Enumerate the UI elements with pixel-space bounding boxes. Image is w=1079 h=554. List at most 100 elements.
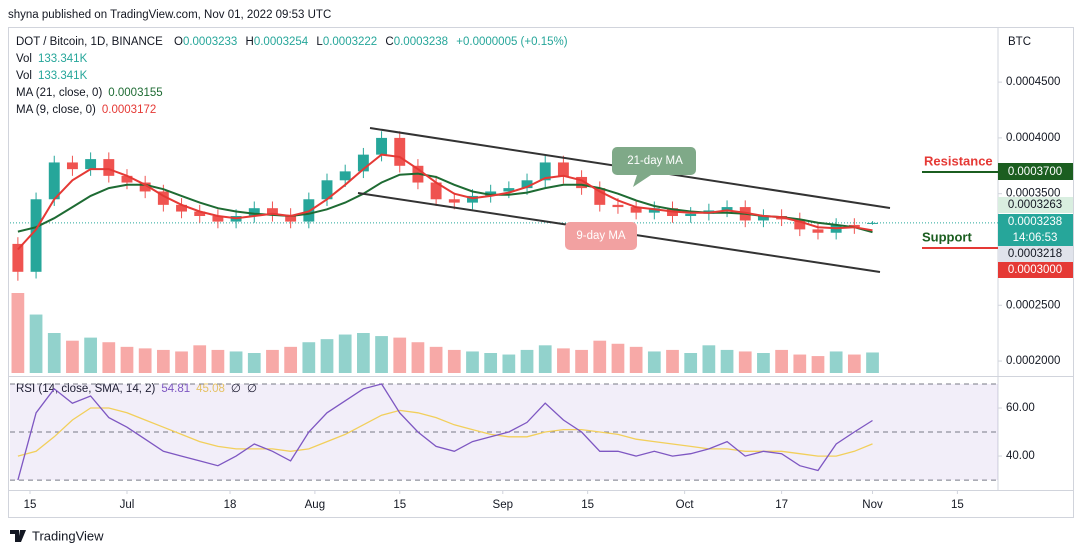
volume-value: 133.341K [38,53,88,65]
volume-bar [575,349,588,373]
x-tick-label: 15 [951,499,964,511]
ohlc-label: H [246,36,254,48]
ma-value: 0.0003155 [108,87,162,99]
resistance-label: Resistance [924,153,993,168]
volume-bar [847,354,861,373]
price-label: 0.0003000 [1008,264,1062,276]
volume-bar [247,353,261,373]
volume-bar [302,342,316,373]
candle-body [48,162,60,200]
currency: BTC [1008,36,1031,48]
volume-bar [629,346,643,373]
legend-line: Vol 133.341K [16,53,88,65]
rsi-sma-line [17,407,873,457]
x-tick-label: 15 [581,499,594,511]
rsi-extra: ∅ [247,383,257,395]
candle-body [721,207,733,211]
legend-line: DOT / Bitcoin, 1D, BINANCE O0.0003233 H0… [16,36,568,48]
price-box [998,214,1073,246]
volume-bar [702,345,716,373]
x-tick-label: Jul [120,499,135,511]
price-box [998,197,1073,213]
frame [8,27,1074,518]
volume-bar [611,343,625,373]
volume-bar [66,340,79,373]
volume-bar [411,342,425,373]
candle-body [248,208,260,217]
candle-body [376,137,388,155]
volume-bar [84,337,97,373]
axis-labels: 0.0002000 0.0002500 0.0003500 0.0004000 0.00… [24,76,1073,511]
legend-line: Vol 133.341K [16,70,88,82]
ohlc-value: 0.0003222 [323,36,377,48]
x-tick-label: 18 [224,499,237,511]
ma-line [17,172,873,234]
candle-body [848,224,860,228]
legend: DOT / Bitcoin, 1D, BINANCE O0.0003233 H0… [16,36,568,395]
volume-bar [447,349,461,373]
rsi-sma-value: 45.08 [196,383,225,395]
rsi-name: RSI (14, close, SMA, 14, 2) [16,383,156,395]
logo [10,530,26,542]
candle-body [812,229,824,233]
volume-bar [647,351,661,373]
candle-body [176,204,187,212]
volume-bar [775,349,788,373]
ohlc-value: 0.0003233 [183,36,237,48]
candle-body [121,175,133,183]
volume-bar [557,348,570,373]
volume-bar [429,346,443,373]
countdown: 14:06:53 [1013,232,1058,244]
volume-bar [193,345,207,373]
candle-body [794,219,806,230]
candle-body [157,191,169,205]
x-tick-label: Nov [862,499,883,511]
candle-body [576,176,588,189]
rsi-value: 54.81 [161,383,190,395]
price-box [998,262,1073,278]
candle-body [357,154,369,172]
legend-line: MA (9, close, 0) 0.0003172 [16,104,156,116]
resistance-price: 0.0003700 [1008,166,1062,178]
legend-line: RSI (14, close, SMA, 14, 2) 54.81 45.08 ∅ ∅ [16,383,257,395]
price-box [998,163,1073,180]
volume-bar [120,346,134,373]
volume-bar [338,334,352,373]
price-box [998,246,1073,262]
volume-bar [393,337,407,373]
plot [10,131,998,481]
volume-bar [502,354,516,373]
footer: TradingView [10,528,104,543]
rsi-line [17,383,873,481]
candle-body [685,213,697,217]
x-tick-label: Sep [493,499,513,511]
candle-body [448,199,460,203]
candle-body [557,162,569,177]
x-tick-label: 17 [775,499,788,511]
ohlc-label: O [174,36,183,48]
ohlc-value: 0.0003254 [254,36,309,48]
price-label: 0.0003238 [1008,216,1062,228]
candle-body [267,208,278,215]
volume-bar [520,349,534,373]
candle-body [139,182,151,192]
candle-body [503,188,515,192]
candle-body [485,191,497,196]
candle-body [285,214,297,222]
ma-line [17,153,873,251]
volume-bar [375,336,388,373]
symbol: DOT / Bitcoin, 1D, BINANCE [16,36,163,48]
callout [612,147,696,187]
y-tick-label: 0.0002000 [1006,355,1060,367]
volume-bar [320,339,334,373]
x-tick-label: 15 [393,499,406,511]
volume-bar [666,349,679,373]
volume-bar [47,333,61,373]
candle-body [103,159,115,176]
volume-bar [684,353,698,373]
rsi-extra: ∅ [231,383,241,395]
candle-body [30,199,42,272]
candle-body [648,208,660,213]
